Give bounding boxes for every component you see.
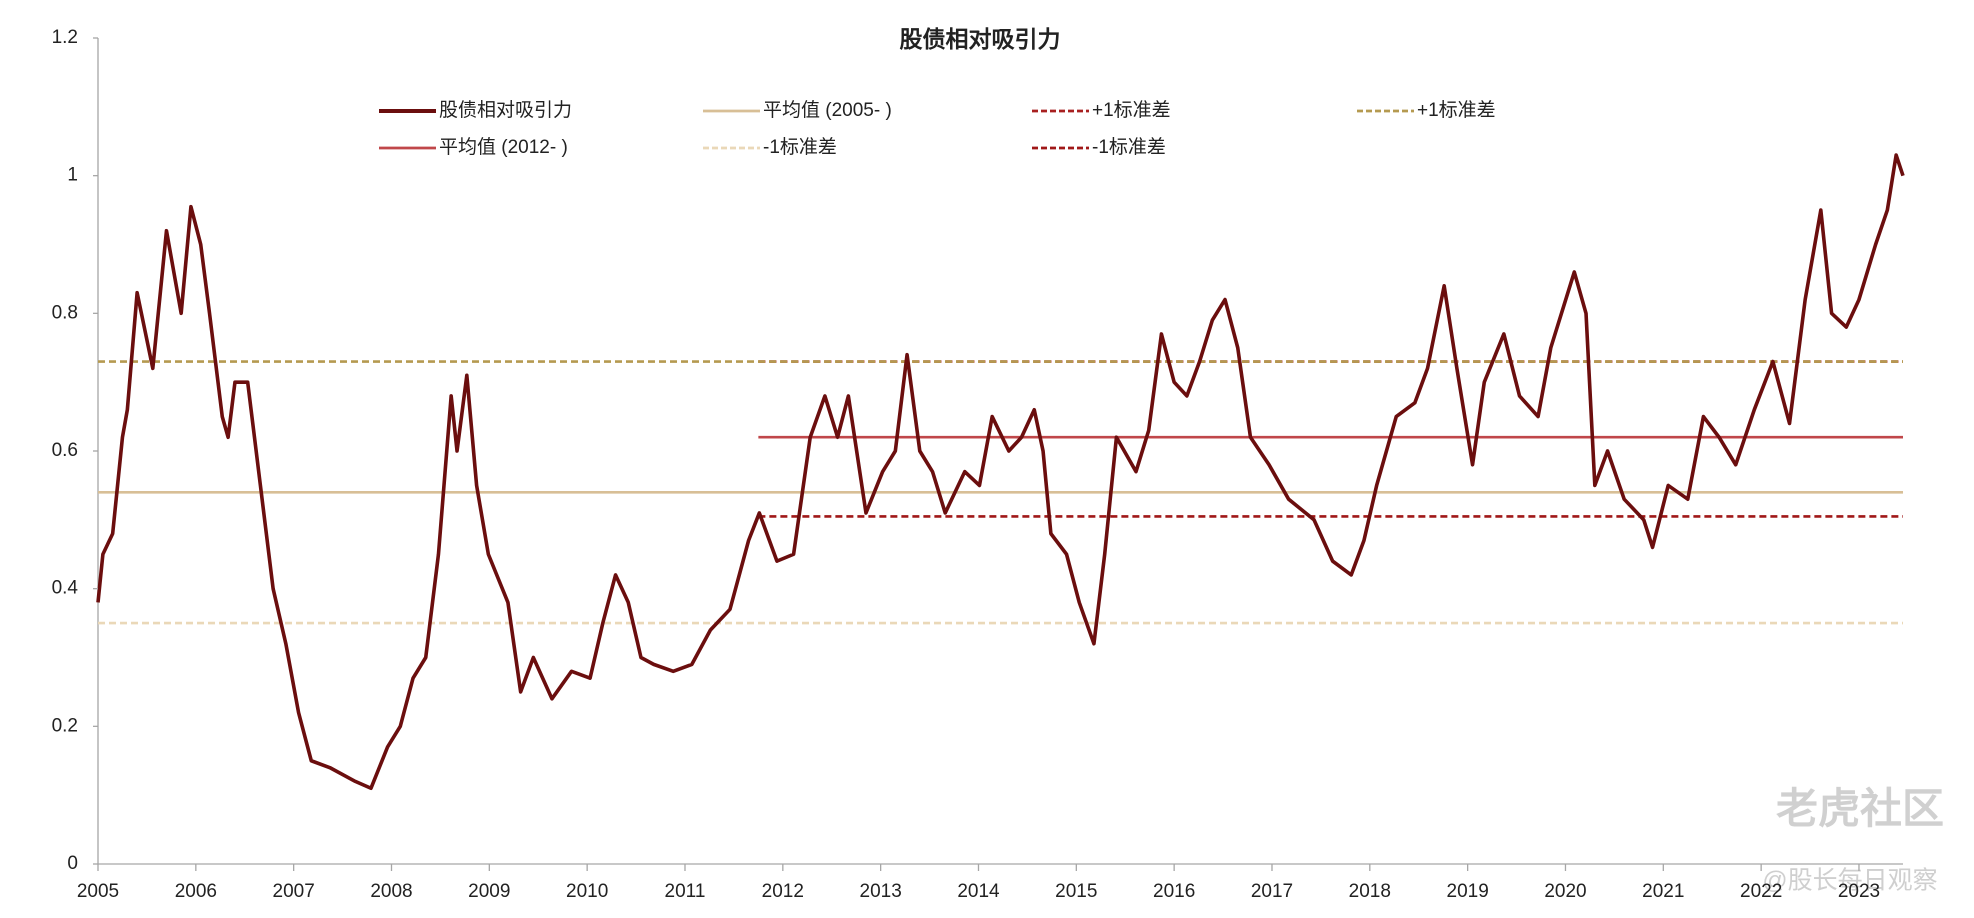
- legend-label: -1标准差: [763, 136, 837, 158]
- watermark: 老虎社区: [1776, 785, 1944, 832]
- x-tick-label: 2022: [1740, 881, 1782, 902]
- legend-label: 股债相对吸引力: [439, 99, 572, 121]
- y-tick-label: 0.2: [52, 715, 78, 736]
- legend-label: 平均值 (2005- ): [763, 99, 892, 121]
- y-tick-label: 0.8: [52, 302, 78, 323]
- x-tick-label: 2007: [273, 881, 315, 902]
- x-tick-label: 2012: [762, 881, 804, 902]
- x-tick-label: 2018: [1349, 881, 1391, 902]
- y-tick-label: 0.4: [52, 578, 79, 599]
- legend-label: +1标准差: [1092, 99, 1171, 121]
- x-tick-label: 2023: [1838, 881, 1880, 902]
- chart-title: 股债相对吸引力: [900, 26, 1061, 52]
- x-tick-label: 2005: [77, 881, 119, 902]
- x-tick-label: 2014: [957, 881, 1000, 902]
- x-tick-label: 2015: [1055, 881, 1097, 902]
- y-tick-label: 0: [67, 853, 78, 874]
- x-tick-label: 2016: [1153, 881, 1195, 902]
- legend-label: -1标准差: [1092, 136, 1166, 158]
- series-line: [96, 153, 1905, 791]
- x-tick-label: 2013: [860, 881, 902, 902]
- x-tick-label: 2020: [1544, 881, 1586, 902]
- legend-label: 平均值 (2012- ): [439, 136, 568, 158]
- y-tick-label: 0.6: [52, 440, 78, 461]
- x-tick-label: 2006: [175, 881, 217, 902]
- x-tick-label: 2011: [665, 881, 706, 902]
- x-tick-label: 2019: [1447, 881, 1489, 902]
- x-tick-label: 2009: [468, 881, 510, 902]
- x-tick-label: 2010: [566, 881, 608, 902]
- x-tick-label: 2008: [370, 881, 412, 902]
- legend-label: +1标准差: [1417, 99, 1496, 121]
- reference-lines: [98, 360, 1903, 625]
- x-tick-label: 2021: [1642, 881, 1684, 902]
- main-line: [96, 153, 1905, 791]
- source-tag: @股长每日观察: [1762, 867, 1937, 895]
- y-tick-label: 1: [67, 165, 78, 186]
- y-tick-label: 1.2: [52, 27, 78, 48]
- x-tick-label: 2017: [1251, 881, 1293, 902]
